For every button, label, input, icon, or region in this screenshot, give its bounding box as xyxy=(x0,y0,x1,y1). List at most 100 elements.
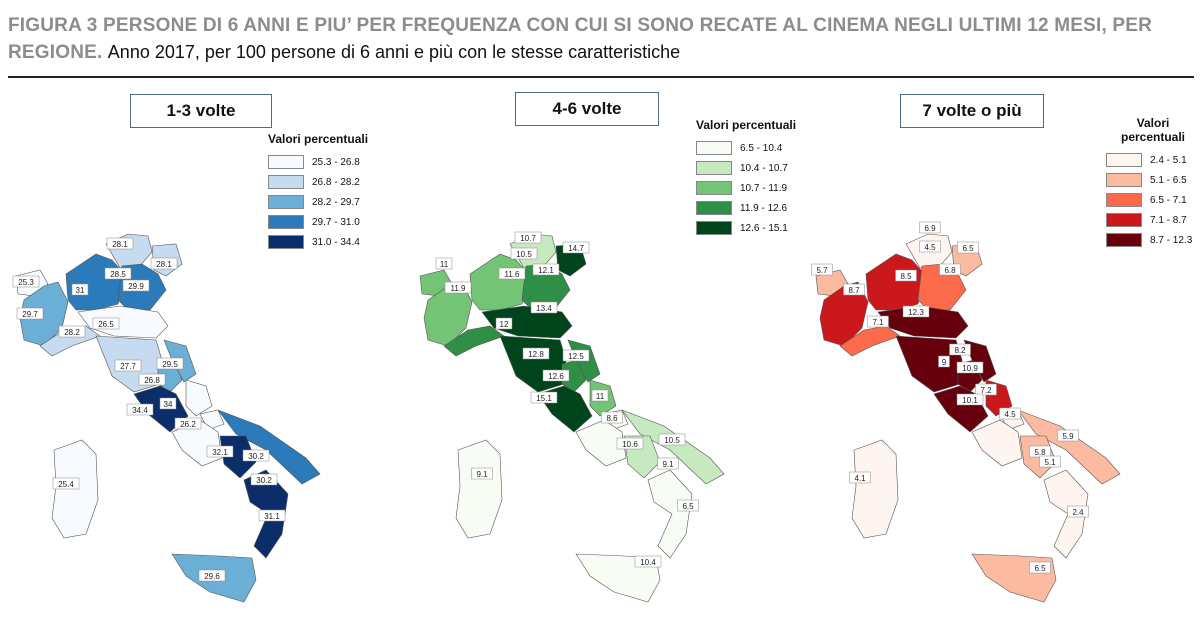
value-label-box xyxy=(258,509,286,522)
value-label: 32.1 xyxy=(212,448,228,457)
region-marche xyxy=(963,339,997,383)
value-label: 11.6 xyxy=(505,270,521,279)
region-sicilia xyxy=(971,553,1057,603)
region-emilia-romagna xyxy=(77,305,169,339)
value-label: 27.7 xyxy=(120,362,136,371)
legend-swatch xyxy=(268,235,304,249)
value-label: 31.1 xyxy=(264,512,280,521)
value-label-box xyxy=(562,349,590,362)
value-label-box xyxy=(601,411,623,424)
value-label-box xyxy=(138,373,166,386)
value-label: 29.9 xyxy=(128,282,144,291)
value-label: 13.4 xyxy=(536,304,552,313)
value-label-box xyxy=(150,257,178,270)
legend-range: 25.3 - 26.8 xyxy=(312,156,360,168)
legend-range: 11.9 - 12.6 xyxy=(740,202,788,214)
value-label-box xyxy=(949,343,971,356)
value-label-box xyxy=(159,397,177,410)
value-label-box xyxy=(522,347,550,360)
value-label-box xyxy=(1067,505,1089,518)
value-label-box xyxy=(514,231,542,244)
value-label-box xyxy=(634,555,662,568)
region-calabria xyxy=(647,469,693,559)
legend-range: 5.1 - 6.5 xyxy=(1150,174,1187,186)
panel-title-1-3: 1-3 volte xyxy=(130,94,272,128)
value-label-box xyxy=(591,389,609,402)
value-label-box xyxy=(562,241,590,254)
value-label-box xyxy=(126,403,154,416)
value-label-box xyxy=(106,237,134,250)
legend-range: 10.4 - 10.7 xyxy=(740,162,788,174)
value-label-box xyxy=(122,279,150,292)
value-label-box xyxy=(657,457,679,470)
value-label: 28.1 xyxy=(156,260,172,269)
value-label-box xyxy=(1039,455,1061,468)
legend-swatch xyxy=(1106,153,1142,167)
value-label: 10.6 xyxy=(622,440,638,449)
legend-row: 7.1 - 8.7 xyxy=(1106,210,1200,230)
figure-title-main: FIGURA 3 PERSONE DI 6 ANNI E PIU’ PER FR… xyxy=(8,15,1153,63)
value-label: 28.5 xyxy=(110,270,126,279)
value-label-box xyxy=(510,247,538,260)
value-label-box xyxy=(1029,561,1051,574)
value-label: 9 xyxy=(942,358,947,367)
legend-range: 10.7 - 11.9 xyxy=(740,182,788,194)
value-label-box xyxy=(616,437,644,450)
value-label: 10.7 xyxy=(520,234,536,243)
map-panel-4-6: 11 11.9 11.6 10.7 10.5 12.1 14.7 12 13.4 12.8 12.6… xyxy=(404,86,804,626)
value-label: 6.5 xyxy=(682,502,694,511)
value-label: 11 xyxy=(596,392,605,401)
legend-swatch xyxy=(696,181,732,195)
value-label: 7.1 xyxy=(872,318,884,327)
value-label: 14.7 xyxy=(568,244,584,253)
value-label-box xyxy=(999,407,1021,420)
value-label: 11.9 xyxy=(451,284,467,293)
value-label: 4.5 xyxy=(924,243,936,252)
value-label: 26.5 xyxy=(98,320,114,329)
value-label: 8.2 xyxy=(954,346,966,355)
value-label: 25.3 xyxy=(18,278,34,287)
value-label-box xyxy=(242,449,270,462)
value-label: 12.1 xyxy=(538,266,554,275)
italy-map-1-3: 25.3 29.7 31 28.1 28.529.9 28.1 28.2 26.5 27.7 29… xyxy=(12,233,321,603)
legend-title: Valori percentuali xyxy=(1120,116,1186,144)
legend-swatch xyxy=(1106,233,1142,247)
region-abruzzo xyxy=(185,379,213,417)
value-label: 6.5 xyxy=(962,244,974,253)
value-label: 29.5 xyxy=(162,360,178,369)
value-label-box xyxy=(843,283,865,296)
value-label-box xyxy=(58,325,86,338)
value-label: 8.6 xyxy=(606,414,618,423)
value-label: 5.7 xyxy=(816,266,828,275)
value-label: 28.1 xyxy=(112,240,128,249)
value-label-box xyxy=(250,473,278,486)
value-label-box xyxy=(1057,429,1079,442)
legend-row: 25.3 - 26.8 xyxy=(268,152,368,172)
legend-swatch xyxy=(268,155,304,169)
value-label-box xyxy=(495,317,513,330)
value-label: 5.9 xyxy=(1062,432,1074,441)
value-label-box xyxy=(939,263,961,276)
value-label-box xyxy=(919,221,941,234)
value-label-box xyxy=(867,315,889,328)
value-label: 26.2 xyxy=(180,420,196,429)
value-label: 29.6 xyxy=(204,572,220,581)
legend-row: 2.4 - 5.1 xyxy=(1106,150,1200,170)
value-label-box xyxy=(530,301,558,314)
value-label: 8.5 xyxy=(900,272,912,281)
value-label-box xyxy=(12,275,40,288)
value-label: 8.7 xyxy=(848,286,860,295)
map-regions: 11 11.9 11.6 10.7 10.5 12.1 14.7 12 13.4 12.8 12.6… xyxy=(419,231,725,603)
value-label: 7.2 xyxy=(980,386,992,395)
italy-map-7-piu: 5.7 8.7 8.5 4.5 6.9 6.8 6.5 7.1 12.3 8.2 9 10.9 7.21… xyxy=(811,221,1121,603)
value-label-box xyxy=(811,263,833,276)
value-label: 4.5 xyxy=(1004,410,1016,419)
legend-row: 28.2 - 29.7 xyxy=(268,192,368,212)
panel-title-7-piu: 7 volte o più xyxy=(900,94,1044,128)
legend-swatch xyxy=(268,175,304,189)
value-label: 34 xyxy=(164,400,173,409)
legend-1-3: Valori percentuali 25.3 - 26.8 26.8 - 28.… xyxy=(268,132,368,252)
value-label: 29.7 xyxy=(22,310,38,319)
value-label: 10.4 xyxy=(640,558,656,567)
legend-range: 28.2 - 29.7 xyxy=(312,196,360,208)
